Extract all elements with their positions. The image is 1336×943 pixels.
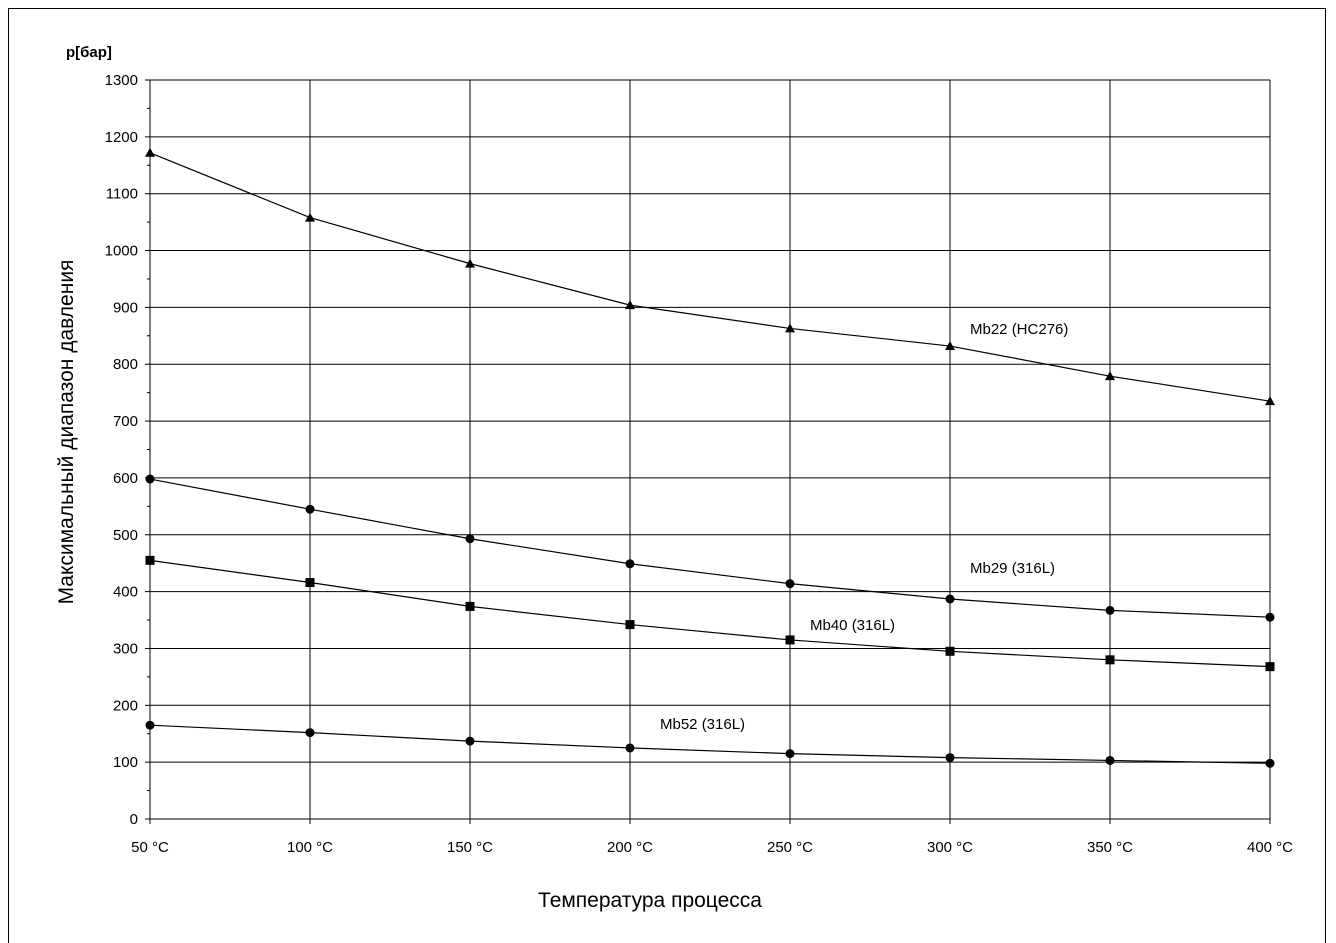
series-label: Mb40 (316L) — [810, 617, 895, 634]
data-point-square — [785, 635, 795, 645]
y-tick-label: 300 — [113, 640, 138, 657]
y-axis-title: Максимальный диапазон давления — [55, 260, 78, 605]
data-point-square — [1105, 655, 1115, 665]
grid — [145, 79, 1271, 824]
y-tick-label: 400 — [113, 584, 138, 601]
data-point-triangle — [625, 300, 635, 310]
data-point-circle — [945, 753, 955, 763]
y-unit-label: p[бар] — [66, 44, 112, 61]
y-tick-label: 200 — [113, 697, 138, 714]
series-label: Mb29 (316L) — [970, 560, 1055, 577]
data-point-circle — [465, 534, 475, 544]
data-point-square — [1265, 662, 1275, 672]
data-point-triangle — [305, 212, 315, 222]
x-axis-title: Температура процесса — [538, 889, 762, 912]
data-point-circle — [1265, 612, 1275, 622]
series-line — [149, 478, 1271, 618]
chart-frame — [8, 8, 1326, 943]
x-tick-label: 250 °C — [767, 839, 813, 856]
x-tick-label: 50 °C — [131, 839, 169, 856]
data-point-circle — [625, 559, 635, 569]
y-tick-label: 1300 — [105, 72, 138, 89]
y-tick-label: 100 — [113, 754, 138, 771]
y-tick-label: 900 — [113, 299, 138, 316]
y-axis-ticks: 0 100 200 300 400 500 600 700 800 900 1000 1100 1200… — [105, 72, 138, 828]
data-point-triangle — [145, 147, 155, 157]
y-tick-label: 1100 — [106, 186, 138, 203]
data-point-triangle — [1105, 371, 1115, 381]
x-tick-label: 300 °C — [927, 839, 973, 856]
x-tick-label: 200 °C — [607, 839, 653, 856]
y-tick-label: 1000 — [105, 243, 138, 260]
data-point-circle — [785, 579, 795, 589]
data-point-circle — [145, 720, 155, 730]
y-tick-label: 500 — [113, 527, 138, 544]
data-point-triangle — [785, 323, 795, 333]
x-axis-ticks: 50 °C 100 °C 150 °C 200 °C 250 °C 300 °C 350 °… — [131, 839, 1293, 856]
data-point-circle — [145, 474, 155, 484]
series-line — [149, 559, 1271, 668]
series-label: Mb22 (HC276) — [970, 321, 1068, 338]
x-tick-label: 350 °C — [1087, 839, 1133, 856]
x-tick-label: 150 °C — [447, 839, 493, 856]
y-tick-label: 600 — [113, 470, 138, 487]
data-point-triangle — [1265, 396, 1275, 406]
data-point-square — [945, 646, 955, 656]
data-point-square — [465, 601, 475, 611]
data-point-circle — [1105, 605, 1115, 615]
series-line — [149, 152, 1271, 402]
data-point-triangle — [465, 258, 475, 268]
data-point-circle — [1265, 758, 1275, 768]
y-tick-label: 1200 — [105, 129, 138, 146]
data-point-circle — [945, 594, 955, 604]
y-tick-label: 0 — [130, 811, 138, 828]
x-tick-label: 100 °C — [287, 839, 333, 856]
data-point-square — [305, 578, 315, 588]
data-point-circle — [625, 743, 635, 753]
x-tick-label: 400 °C — [1247, 839, 1293, 856]
series-labels: Mb22 (HC276) Mb29 (316L) Mb40 (316L) Mb52 (… — [660, 321, 1068, 733]
data-point-square — [145, 555, 155, 565]
data-point-square — [625, 620, 635, 630]
y-tick-label: 800 — [113, 356, 138, 373]
data-point-circle — [305, 504, 315, 514]
data-point-circle — [785, 749, 795, 759]
series-layer — [145, 147, 1275, 768]
data-point-circle — [465, 736, 475, 746]
y-tick-label: 700 — [113, 413, 138, 430]
series-line — [149, 724, 1271, 764]
data-point-circle — [305, 728, 315, 738]
data-point-triangle — [945, 341, 955, 351]
data-point-circle — [1105, 755, 1115, 765]
series-label: Mb52 (316L) — [660, 716, 745, 733]
